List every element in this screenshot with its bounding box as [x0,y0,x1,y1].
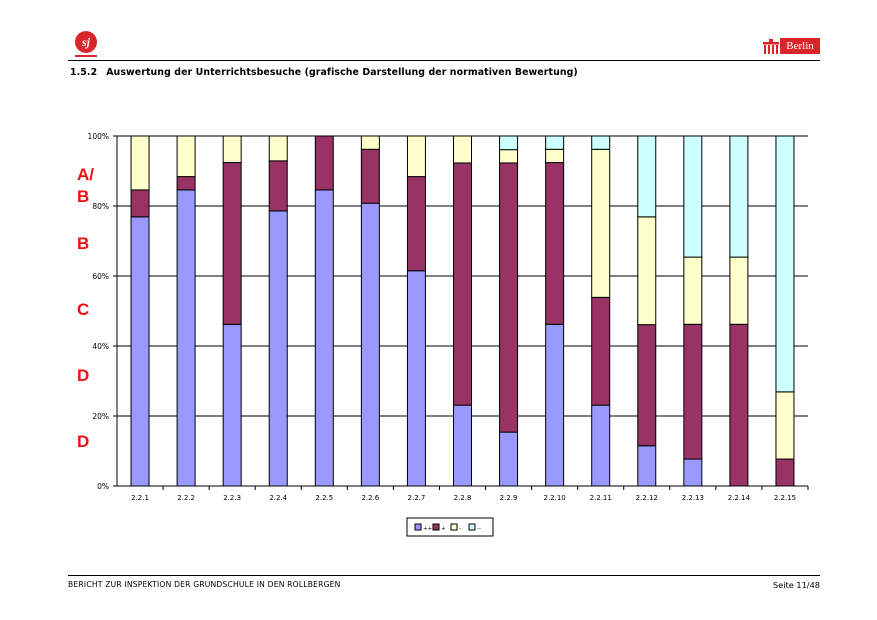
x-tick-label: 2.2.3 [223,494,241,502]
grade-label: D [77,432,89,451]
report-title: BERICHT ZUR INSPEKTION DER GRUNDSCHULE I… [68,580,341,589]
y-tick-label: 20% [92,412,109,421]
bar-segment [637,445,657,487]
bar-segment [637,135,657,218]
x-tick-label: 2.2.11 [590,494,612,502]
x-tick-label: 2.2.13 [682,494,704,502]
y-tick-label: 60% [92,272,109,281]
bar-segment [314,135,334,191]
grade-label: D [77,366,89,385]
bar-segment [406,135,426,178]
x-tick-label: 2.2.15 [774,494,796,502]
bar-segment [591,296,611,406]
bar-segment [222,135,242,164]
y-tick-label: 100% [88,132,109,141]
bar-segment [545,323,565,487]
school-inspection-logo: sj [75,31,97,57]
bar-segment [406,270,426,487]
header-rule [68,60,820,61]
bar-segment [176,176,196,191]
bar-segment [683,135,703,258]
bar-segment [314,189,334,487]
x-tick-label: 2.2.7 [408,494,426,502]
bar-segment [176,135,196,178]
bar-segment [130,216,150,487]
bar-segment [637,216,657,326]
x-tick-label: 2.2.5 [315,494,333,502]
bar-segment [222,323,242,487]
footer-rule [68,575,820,576]
grade-label: C [77,300,89,319]
bar-segment [499,149,519,164]
bar-segment [130,189,150,218]
bar-segment [360,148,380,204]
bar-segment [499,162,519,433]
y-tick-label: 0% [97,482,109,491]
bar-segment [775,391,795,460]
bar-segment [729,135,749,258]
legend-swatch [414,523,422,531]
bar-segment [591,148,611,298]
x-tick-label: 2.2.9 [500,494,518,502]
grade-label: B [77,234,89,253]
bar-segment [775,135,795,393]
bar-segment [683,256,703,325]
brandenburg-gate-icon [763,39,779,54]
bar-segment [453,162,472,406]
section-number: 1.5.2 [70,67,98,78]
y-tick-label: 40% [92,342,109,351]
berlin-logo: Berlin [762,38,820,58]
bar-segment [591,135,611,150]
bar-segment [268,210,288,487]
bar-segment [130,135,150,191]
bar-segment [591,404,611,487]
section-heading: 1.5.2 Auswertung der Unterrichtsbesuche (… [70,67,578,78]
x-tick-label: 2.2.14 [728,494,751,502]
bar-segment [729,323,749,487]
bar-segment [545,135,565,150]
bar-segment [453,135,472,164]
logo-text: sj [81,35,91,49]
bar-segment [268,135,288,162]
bar-segment [499,431,519,487]
page-number: Seite 11/48 [773,580,820,590]
bar-segment [360,135,380,150]
bar-segment [545,148,565,164]
x-tick-label: 2.2.8 [454,494,472,502]
grade-label: A/ [77,165,94,184]
bar-segment [729,256,749,325]
legend-swatch [468,523,476,531]
legend-label: ++ [423,526,433,532]
legend-label: -- [477,526,481,532]
bar-segment [176,189,196,487]
legend-swatch [432,523,440,531]
bar-segment [268,160,288,212]
bar-segment [222,162,242,325]
legend-label: - [459,526,461,532]
bar-segment [406,176,426,272]
bar-segment [545,162,565,325]
bar-segment [683,323,703,460]
berlin-label: Berlin [780,38,820,54]
x-tick-label: 2.2.4 [269,494,287,502]
bar-segment [775,458,795,487]
x-tick-label: 2.2.2 [177,494,195,502]
x-tick-label: 2.2.1 [131,494,149,502]
bar-segment [637,324,657,447]
x-tick-label: 2.2.10 [544,494,566,502]
x-tick-label: 2.2.6 [361,494,379,502]
bar-segment [683,458,703,487]
legend-swatch [450,523,458,531]
section-title: Auswertung der Unterrichtsbesuche (grafi… [106,67,578,78]
grade-label: B [77,187,89,206]
bar-segment [360,202,380,487]
legend-label: + [441,526,446,532]
y-tick-label: 80% [92,202,109,211]
bar-segment [499,135,519,151]
x-tick-label: 2.2.12 [636,494,658,502]
bar-segment [453,404,472,487]
legend-box [406,517,494,537]
